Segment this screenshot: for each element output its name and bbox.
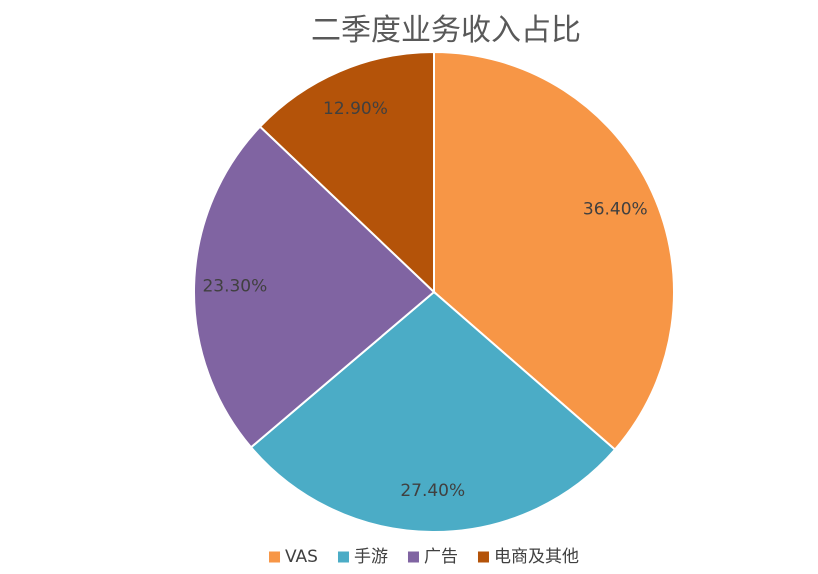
legend: VAS 手游 广告 电商及其他 <box>269 547 579 567</box>
pie-slice-vas <box>433 50 675 451</box>
pie-slice-series-4 <box>258 50 435 295</box>
legend-label: 手游 <box>354 547 388 567</box>
pie-slice-series-3 <box>193 125 436 449</box>
legend-swatch-series-4 <box>477 551 489 563</box>
legend-swatch-series-3 <box>407 551 419 563</box>
legend-label: VAS <box>285 547 318 567</box>
pie-slice-label: 27.40% <box>400 481 465 501</box>
legend-swatch-series-2 <box>337 551 349 563</box>
pie-labels: 36.40% 27.40% 23.30% 12.90% <box>202 99 647 501</box>
legend-swatch-vas <box>269 551 281 563</box>
pie-slice-label: 12.90% <box>323 99 388 119</box>
pie-slice-label: 36.40% <box>583 199 648 219</box>
chart-title: 二季度业务收入占比 <box>311 13 581 48</box>
pie-slices <box>193 50 675 533</box>
legend-label: 广告 <box>424 547 458 567</box>
pie-slice-series-2 <box>249 290 617 533</box>
legend-label: 电商及其他 <box>494 547 579 567</box>
pie-slice-label: 23.30% <box>202 276 267 296</box>
